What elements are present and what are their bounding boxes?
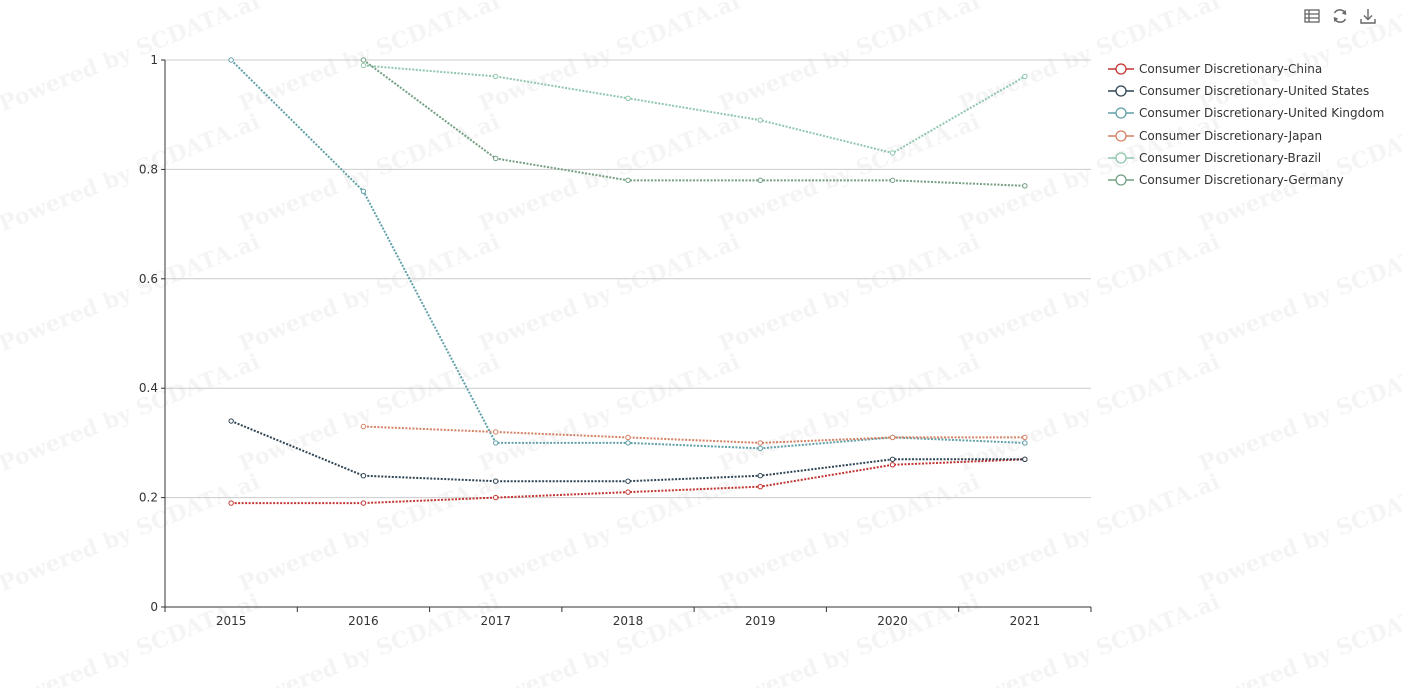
y-axis-ticks: 0 0.2 0.4 0.6 0.8 1 xyxy=(139,53,158,614)
data-point[interactable] xyxy=(228,500,234,506)
data-point[interactable] xyxy=(360,473,367,479)
data-point[interactable] xyxy=(757,440,763,446)
toolbox xyxy=(1302,6,1378,26)
legend-marker-icon xyxy=(1108,107,1134,120)
legend-label: Consumer Discretionary-United States xyxy=(1139,84,1370,99)
legend-marker-icon xyxy=(1108,85,1134,97)
chart-legend: Consumer Discretionary-China Consumer Dis… xyxy=(1108,58,1384,191)
data-point[interactable] xyxy=(493,494,499,501)
legend-marker-icon xyxy=(1108,152,1134,164)
legend-item[interactable]: Consumer Discretionary-United Kingdom xyxy=(1108,102,1384,124)
refresh-icon[interactable] xyxy=(1330,6,1350,26)
data-point[interactable] xyxy=(1022,456,1028,463)
legend-label: Consumer Discretionary-Japan xyxy=(1139,128,1323,143)
x-axis-ticks: 2015 2016 2017 2018 2019 2020 2021 xyxy=(216,614,1040,628)
data-point[interactable] xyxy=(625,440,631,446)
x-tick-label: 2017 xyxy=(480,614,511,628)
series-layer xyxy=(228,57,1028,506)
legend-item[interactable]: Consumer Discretionary-Brazil xyxy=(1108,147,1384,169)
legend-label: Consumer Discretionary-China xyxy=(1139,62,1323,77)
legend-label: Consumer Discretionary-Germany xyxy=(1139,173,1344,188)
series-group xyxy=(360,57,1028,189)
x-tick-label: 2021 xyxy=(1010,614,1041,628)
data-point[interactable] xyxy=(493,429,499,435)
data-point[interactable] xyxy=(625,434,631,441)
y-tick-label: 0.8 xyxy=(139,162,158,176)
axes xyxy=(161,59,1092,612)
y-tick-label: 0.6 xyxy=(139,272,158,286)
series-group xyxy=(228,57,1028,452)
legend-marker-icon xyxy=(1108,63,1134,75)
legend-item[interactable]: Consumer Discretionary-Japan xyxy=(1108,125,1384,147)
data-point[interactable] xyxy=(889,177,896,184)
data-point[interactable] xyxy=(360,500,367,506)
data-point[interactable] xyxy=(1022,434,1028,441)
data-point[interactable] xyxy=(889,150,896,156)
data-point[interactable] xyxy=(493,73,499,80)
legend-marker-icon xyxy=(1108,130,1134,142)
data-point[interactable] xyxy=(493,155,499,162)
series-line xyxy=(363,64,1026,155)
legend-item[interactable]: Consumer Discretionary-Germany xyxy=(1108,169,1384,191)
x-tick-label: 2018 xyxy=(613,614,644,628)
y-tick-label: 0.4 xyxy=(139,381,158,395)
data-point[interactable] xyxy=(360,188,367,194)
legend-label: Consumer Discretionary-Brazil xyxy=(1139,150,1322,165)
data-point[interactable] xyxy=(228,57,234,63)
data-point[interactable] xyxy=(625,478,631,484)
series-line xyxy=(230,420,1025,483)
data-point[interactable] xyxy=(757,483,763,490)
data-point[interactable] xyxy=(757,445,763,452)
data-point[interactable] xyxy=(360,423,367,430)
data-point[interactable] xyxy=(757,177,763,184)
data-point[interactable] xyxy=(228,418,234,424)
data-view-icon[interactable] xyxy=(1302,6,1322,26)
y-tick-label: 1 xyxy=(150,53,158,67)
series-group xyxy=(360,423,1028,446)
legend-label: Consumer Discretionary-United Kingdom xyxy=(1139,106,1385,121)
data-point[interactable] xyxy=(493,478,499,484)
series-group xyxy=(360,62,1028,156)
data-point[interactable] xyxy=(889,462,896,468)
x-tick-label: 2016 xyxy=(348,614,379,628)
legend-item[interactable]: Consumer Discretionary-China xyxy=(1108,58,1384,80)
data-point[interactable] xyxy=(757,117,763,123)
x-tick-label: 2020 xyxy=(877,614,908,628)
series-line xyxy=(363,425,1025,444)
series-group xyxy=(228,418,1028,484)
data-point[interactable] xyxy=(1022,183,1028,189)
data-point[interactable] xyxy=(625,95,631,101)
legend-item[interactable]: Consumer Discretionary-United States xyxy=(1108,80,1384,102)
data-point[interactable] xyxy=(493,440,499,446)
data-point[interactable] xyxy=(360,62,367,69)
data-point[interactable] xyxy=(625,489,631,495)
data-point[interactable] xyxy=(757,473,763,479)
x-tick-label: 2015 xyxy=(216,614,247,628)
y-tick-label: 0 xyxy=(150,600,158,614)
download-icon[interactable] xyxy=(1358,6,1378,26)
data-point[interactable] xyxy=(1022,73,1028,80)
y-tick-label: 0.2 xyxy=(139,491,158,505)
data-point[interactable] xyxy=(625,177,631,184)
data-point[interactable] xyxy=(889,456,896,463)
data-point[interactable] xyxy=(889,434,896,441)
grid-lines xyxy=(165,59,1091,499)
x-tick-label: 2019 xyxy=(745,614,776,628)
data-point[interactable] xyxy=(360,57,367,63)
data-point[interactable] xyxy=(1022,440,1028,446)
series-line xyxy=(230,59,1025,450)
legend-marker-icon xyxy=(1108,174,1134,186)
series-line xyxy=(362,59,1025,187)
